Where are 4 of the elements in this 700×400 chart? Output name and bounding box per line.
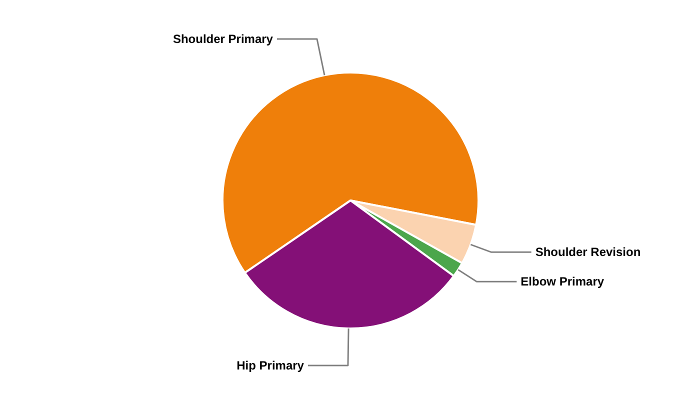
slice-label: Shoulder Primary: [172, 32, 274, 46]
slice-label: Shoulder Revision: [535, 245, 641, 260]
slice-label: Elbow Primary: [520, 274, 604, 289]
slice-label: Hip Primary: [236, 358, 304, 372]
